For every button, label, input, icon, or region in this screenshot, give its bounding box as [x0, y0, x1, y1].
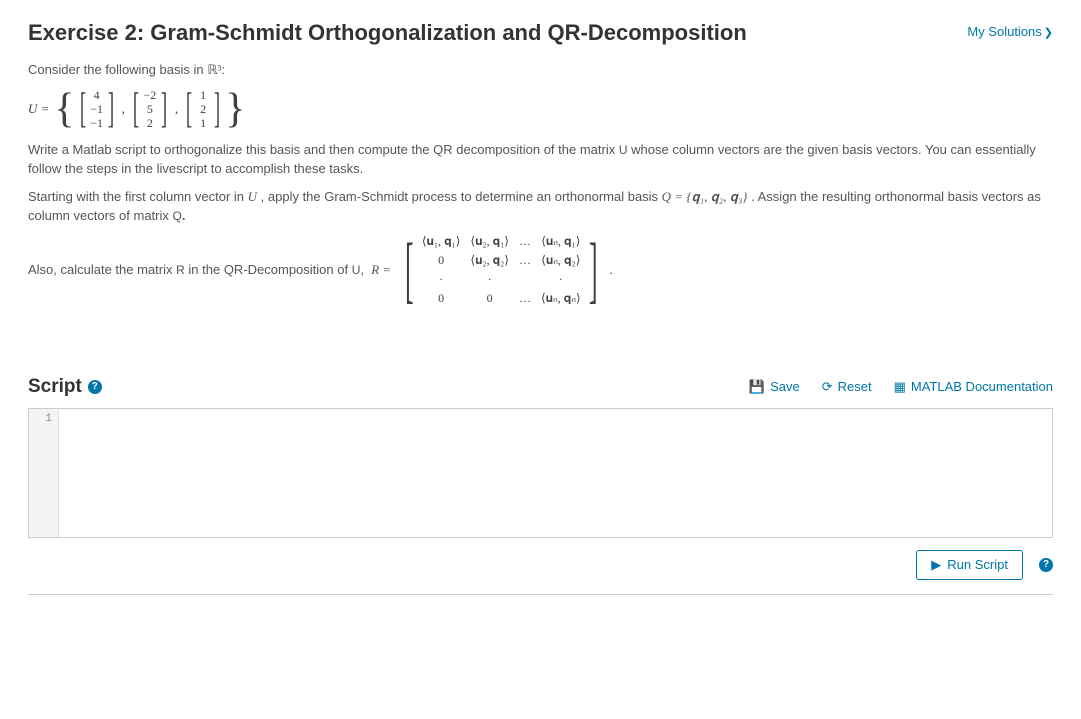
- p4-u: U: [352, 263, 361, 277]
- documentation-link[interactable]: ▦ MATLAB Documentation: [894, 379, 1053, 395]
- r-2-4: ⟨𝐮ₙ, 𝐪₂⟩: [541, 253, 581, 268]
- reset-icon: ⟳: [822, 379, 833, 395]
- save-icon: 💾: [749, 379, 765, 395]
- v3-2: 1: [196, 116, 210, 130]
- r-1-4: ⟨𝐮ₙ, 𝐪₁⟩: [541, 234, 581, 249]
- reset-button[interactable]: ⟳ Reset: [822, 379, 872, 395]
- r-2-1: 0: [422, 253, 461, 268]
- intro-colon: :: [221, 62, 225, 77]
- r-2-3: …: [519, 253, 531, 268]
- problem-statement: Consider the following basis in ℝ³: U = …: [28, 60, 1053, 306]
- r-3-2: ·: [470, 272, 509, 287]
- vector-2: [ −2 5 2 ]: [129, 88, 171, 130]
- sep-2: ,: [175, 101, 178, 117]
- v3-1: 2: [196, 102, 210, 116]
- intro-text: Consider the following basis in: [28, 62, 207, 77]
- p2-a: Write a Matlab script to orthogonalize t…: [28, 142, 619, 157]
- r-2-2: ⟨𝐮₂, 𝐪₂⟩: [470, 253, 509, 268]
- space-symbol: ℝ³: [207, 62, 221, 77]
- save-label: Save: [770, 379, 800, 394]
- my-solutions-link[interactable]: My Solutions❯: [967, 24, 1053, 39]
- p3-U: U: [248, 189, 257, 204]
- r-4-1: 0: [422, 291, 461, 306]
- v2-2: 2: [143, 116, 157, 130]
- line-number-1: 1: [45, 413, 52, 425]
- r-1-2: ⟨𝐮₂, 𝐪₁⟩: [470, 234, 509, 249]
- reset-label: Reset: [838, 379, 872, 394]
- basis-symbol: U =: [28, 101, 49, 117]
- run-label: Run Script: [947, 557, 1008, 572]
- code-editor[interactable]: 1: [28, 408, 1053, 538]
- p2-u: U: [619, 143, 628, 157]
- doc-label: MATLAB Documentation: [911, 379, 1053, 394]
- left-brace: {: [54, 90, 74, 128]
- chevron-right-icon: ❯: [1044, 27, 1053, 39]
- page-title: Exercise 2: Gram-Schmidt Orthogonalizati…: [28, 20, 747, 46]
- r-4-4: ⟨𝐮ₙ, 𝐪ₙ⟩: [541, 291, 581, 306]
- v1-2: −1: [90, 116, 104, 130]
- p3-b: , apply the Gram-Schmidt process to dete…: [257, 189, 662, 204]
- save-button[interactable]: 💾 Save: [749, 379, 800, 395]
- help-icon[interactable]: ?: [88, 380, 102, 394]
- r-3-4: ·: [541, 272, 581, 287]
- doc-icon: ▦: [894, 379, 906, 395]
- r-matrix-equation: Also, calculate the matrix R in the QR-D…: [28, 234, 1053, 306]
- p4-dot: .: [609, 262, 613, 277]
- p4-b: in the QR-Decomposition of: [185, 262, 352, 277]
- r-4-2: 0: [470, 291, 509, 306]
- run-script-button[interactable]: ▶ Run Script: [916, 550, 1023, 580]
- p3-dot: .: [182, 208, 186, 223]
- r-1-3: …: [519, 234, 531, 249]
- v1-0: 4: [90, 88, 104, 102]
- right-brace: }: [225, 90, 245, 128]
- script-heading: Script: [28, 376, 82, 398]
- p4-a: Also, calculate the matrix: [28, 262, 176, 277]
- code-area[interactable]: [59, 409, 1052, 537]
- play-icon: ▶: [931, 557, 941, 573]
- basis-equation: U = { [ 4 −1 −1 ] , [ −2 5 2 ] , [ 1: [28, 88, 1053, 130]
- p3-a: Starting with the first column vector in: [28, 189, 248, 204]
- v2-0: −2: [143, 88, 157, 102]
- p4-R: R: [176, 263, 185, 277]
- v1-1: −1: [90, 102, 104, 116]
- p3-q: Q: [173, 209, 182, 223]
- editor-gutter: 1: [29, 409, 59, 537]
- my-solutions-label: My Solutions: [967, 24, 1041, 39]
- vector-3: [ 1 2 1 ]: [182, 88, 224, 130]
- v3-0: 1: [196, 88, 210, 102]
- r-4-3: …: [519, 291, 531, 306]
- p4-Rlabel: R =: [371, 262, 391, 277]
- p3-Qset: Q = {𝐪₁, 𝐪₂, 𝐪₃}: [662, 189, 748, 204]
- vector-1: [ 4 −1 −1 ]: [76, 88, 118, 130]
- r-3-1: ·: [422, 272, 461, 287]
- sep-1: ,: [122, 101, 125, 117]
- r-1-1: ⟨𝐮₁, 𝐪₁⟩: [422, 234, 461, 249]
- run-help-icon[interactable]: ?: [1039, 558, 1053, 572]
- v2-1: 5: [143, 102, 157, 116]
